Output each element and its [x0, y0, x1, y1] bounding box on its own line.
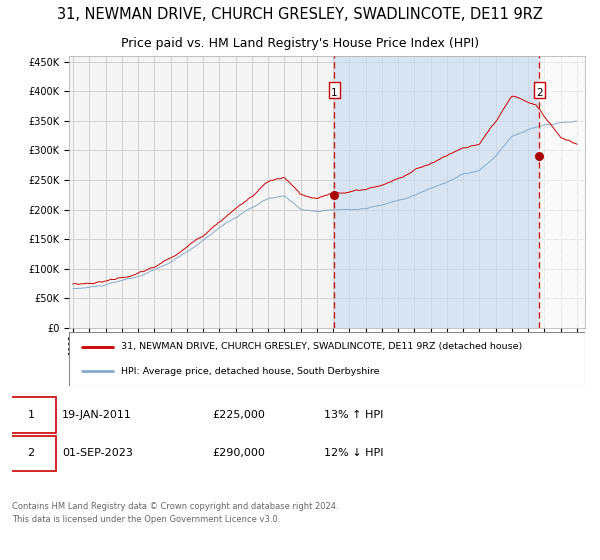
- Text: 31, NEWMAN DRIVE, CHURCH GRESLEY, SWADLINCOTE, DE11 9RZ: 31, NEWMAN DRIVE, CHURCH GRESLEY, SWADLI…: [57, 7, 543, 22]
- Text: 1: 1: [331, 88, 338, 99]
- Text: 19-JAN-2011: 19-JAN-2011: [62, 410, 132, 420]
- FancyBboxPatch shape: [534, 82, 545, 98]
- Text: £225,000: £225,000: [212, 410, 265, 420]
- Text: Price paid vs. HM Land Registry's House Price Index (HPI): Price paid vs. HM Land Registry's House …: [121, 37, 479, 50]
- Text: 01-SEP-2023: 01-SEP-2023: [62, 449, 133, 459]
- Text: 2: 2: [28, 449, 35, 459]
- Text: 2: 2: [536, 88, 543, 99]
- Text: 31, NEWMAN DRIVE, CHURCH GRESLEY, SWADLINCOTE, DE11 9RZ (detached house): 31, NEWMAN DRIVE, CHURCH GRESLEY, SWADLI…: [121, 342, 522, 351]
- FancyBboxPatch shape: [6, 398, 56, 433]
- Text: £290,000: £290,000: [212, 449, 265, 459]
- Text: 13% ↑ HPI: 13% ↑ HPI: [323, 410, 383, 420]
- FancyBboxPatch shape: [329, 82, 340, 98]
- Bar: [539, 56, 600, 328]
- FancyBboxPatch shape: [6, 436, 56, 471]
- Text: Contains HM Land Registry data © Crown copyright and database right 2024.
This d: Contains HM Land Registry data © Crown c…: [12, 502, 338, 524]
- Text: HPI: Average price, detached house, South Derbyshire: HPI: Average price, detached house, Sout…: [121, 367, 379, 376]
- Text: 12% ↓ HPI: 12% ↓ HPI: [323, 449, 383, 459]
- FancyBboxPatch shape: [69, 332, 585, 386]
- Text: 1: 1: [28, 410, 35, 420]
- Bar: [334, 56, 539, 328]
